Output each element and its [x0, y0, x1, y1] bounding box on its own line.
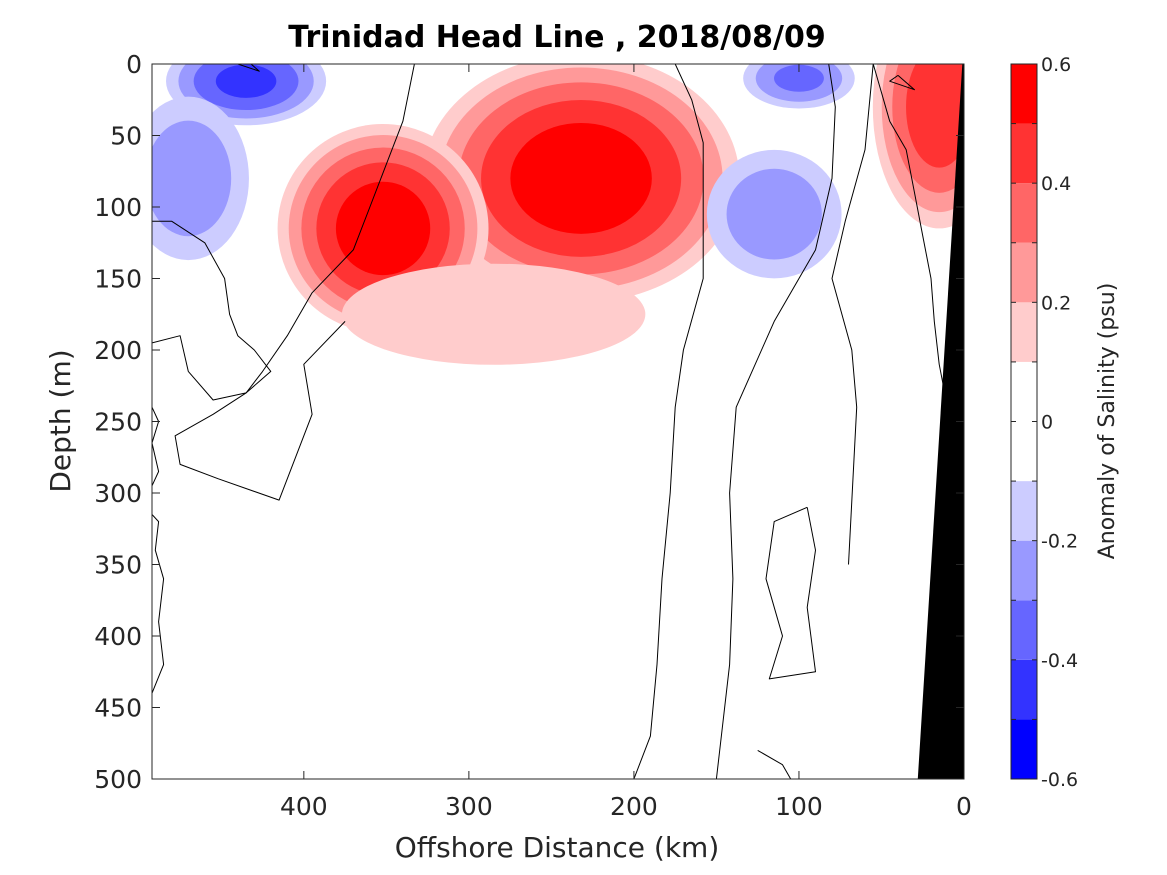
chart-title: Trinidad Head Line , 2018/08/09 — [288, 20, 825, 55]
colorbar-swatch — [1011, 123, 1037, 184]
colorbar-tick-label: -0.2 — [1041, 531, 1078, 553]
zero-contour-line — [765, 506, 816, 680]
x-tick-label: 100 — [775, 792, 823, 821]
colorbar-tick-label: 0.4 — [1041, 173, 1071, 195]
x-tick-label: 200 — [610, 792, 658, 821]
anomaly-band — [510, 122, 652, 234]
colorbar-tick-label: -0.6 — [1041, 769, 1078, 791]
zero-contour-line — [237, 64, 260, 72]
colorbar-swatch — [1011, 481, 1037, 541]
anomaly-feature-1 — [422, 64, 740, 303]
y-tick-label: 500 — [94, 765, 142, 794]
colorbar-swatch — [1011, 64, 1037, 124]
y-axis-label: Depth (m) — [44, 349, 77, 492]
colorbar-swatch — [1011, 540, 1037, 601]
y-tick-label: 250 — [94, 408, 142, 437]
land-mask — [917, 64, 964, 779]
y-tick-label: 200 — [94, 336, 142, 365]
colorbar: 0.6 0.4 0.2 0 -0.2 -0.4 -0.6 — [1010, 54, 1078, 791]
anomaly-feature-4 — [341, 263, 646, 365]
anomaly-band — [726, 168, 822, 260]
zero-contour-line — [757, 749, 792, 779]
anomaly-feature-5 — [166, 64, 327, 126]
anomaly-band — [906, 64, 964, 168]
contour-fills — [152, 64, 964, 365]
colorbar-swatch — [1011, 183, 1037, 243]
colorbar-tick-label: 0.2 — [1041, 292, 1071, 314]
y-axis: 0 50 100 150 200 250 300 350 400 450 500 — [94, 50, 964, 794]
x-tick-label: 0 — [956, 792, 972, 821]
plot-area — [152, 64, 964, 779]
zero-contour-line — [152, 220, 272, 401]
anomaly-band — [774, 64, 824, 92]
anomaly-feature-3 — [872, 64, 964, 229]
colorbar-tick-label: -0.4 — [1041, 650, 1078, 672]
anomaly-feature-6 — [152, 96, 249, 261]
x-tick-label: 400 — [280, 792, 328, 821]
y-tick-label: 300 — [94, 479, 142, 508]
y-tick-label: 0 — [126, 50, 142, 79]
colorbar-swatch — [1011, 242, 1037, 303]
zero-contour-line — [715, 64, 836, 779]
zero-contour-line — [152, 406, 160, 487]
y-tick-label: 50 — [110, 122, 142, 151]
y-tick-label: 150 — [94, 265, 142, 294]
anomaly-feature-8 — [743, 64, 855, 109]
anomaly-band — [335, 181, 431, 276]
colorbar-swatch — [1011, 600, 1037, 660]
x-axis-label: Offshore Distance (km) — [395, 831, 720, 864]
zero-contour-line — [831, 64, 874, 565]
zero-contour-line — [633, 64, 704, 779]
y-tick-label: 400 — [94, 622, 142, 651]
colorbar-tick-label: 0.6 — [1041, 54, 1071, 76]
colorbar-tick-label: 0 — [1041, 412, 1053, 434]
colorbar-swatch — [1011, 719, 1037, 779]
colorbar-swatch — [1011, 302, 1037, 362]
anomaly-band — [341, 263, 646, 365]
y-tick-label: 350 — [94, 551, 142, 580]
anomaly-feature-7 — [706, 149, 842, 279]
anomaly-band — [152, 120, 232, 237]
x-tick-label: 300 — [445, 792, 493, 821]
zero-contours — [152, 64, 962, 779]
zero-contour-line — [152, 514, 165, 694]
y-tick-label: 100 — [94, 193, 142, 222]
colorbar-swatch — [1011, 361, 1037, 422]
colorbar-swatch — [1011, 659, 1037, 720]
anomaly-band — [215, 64, 277, 98]
colorbar-label: Anomaly of Salinity (psu) — [1095, 283, 1120, 560]
x-axis: 400 300 200 100 0 — [280, 64, 972, 821]
zero-contour-line — [889, 74, 915, 91]
y-tick-label: 450 — [94, 694, 142, 723]
colorbar-swatch — [1011, 421, 1037, 482]
